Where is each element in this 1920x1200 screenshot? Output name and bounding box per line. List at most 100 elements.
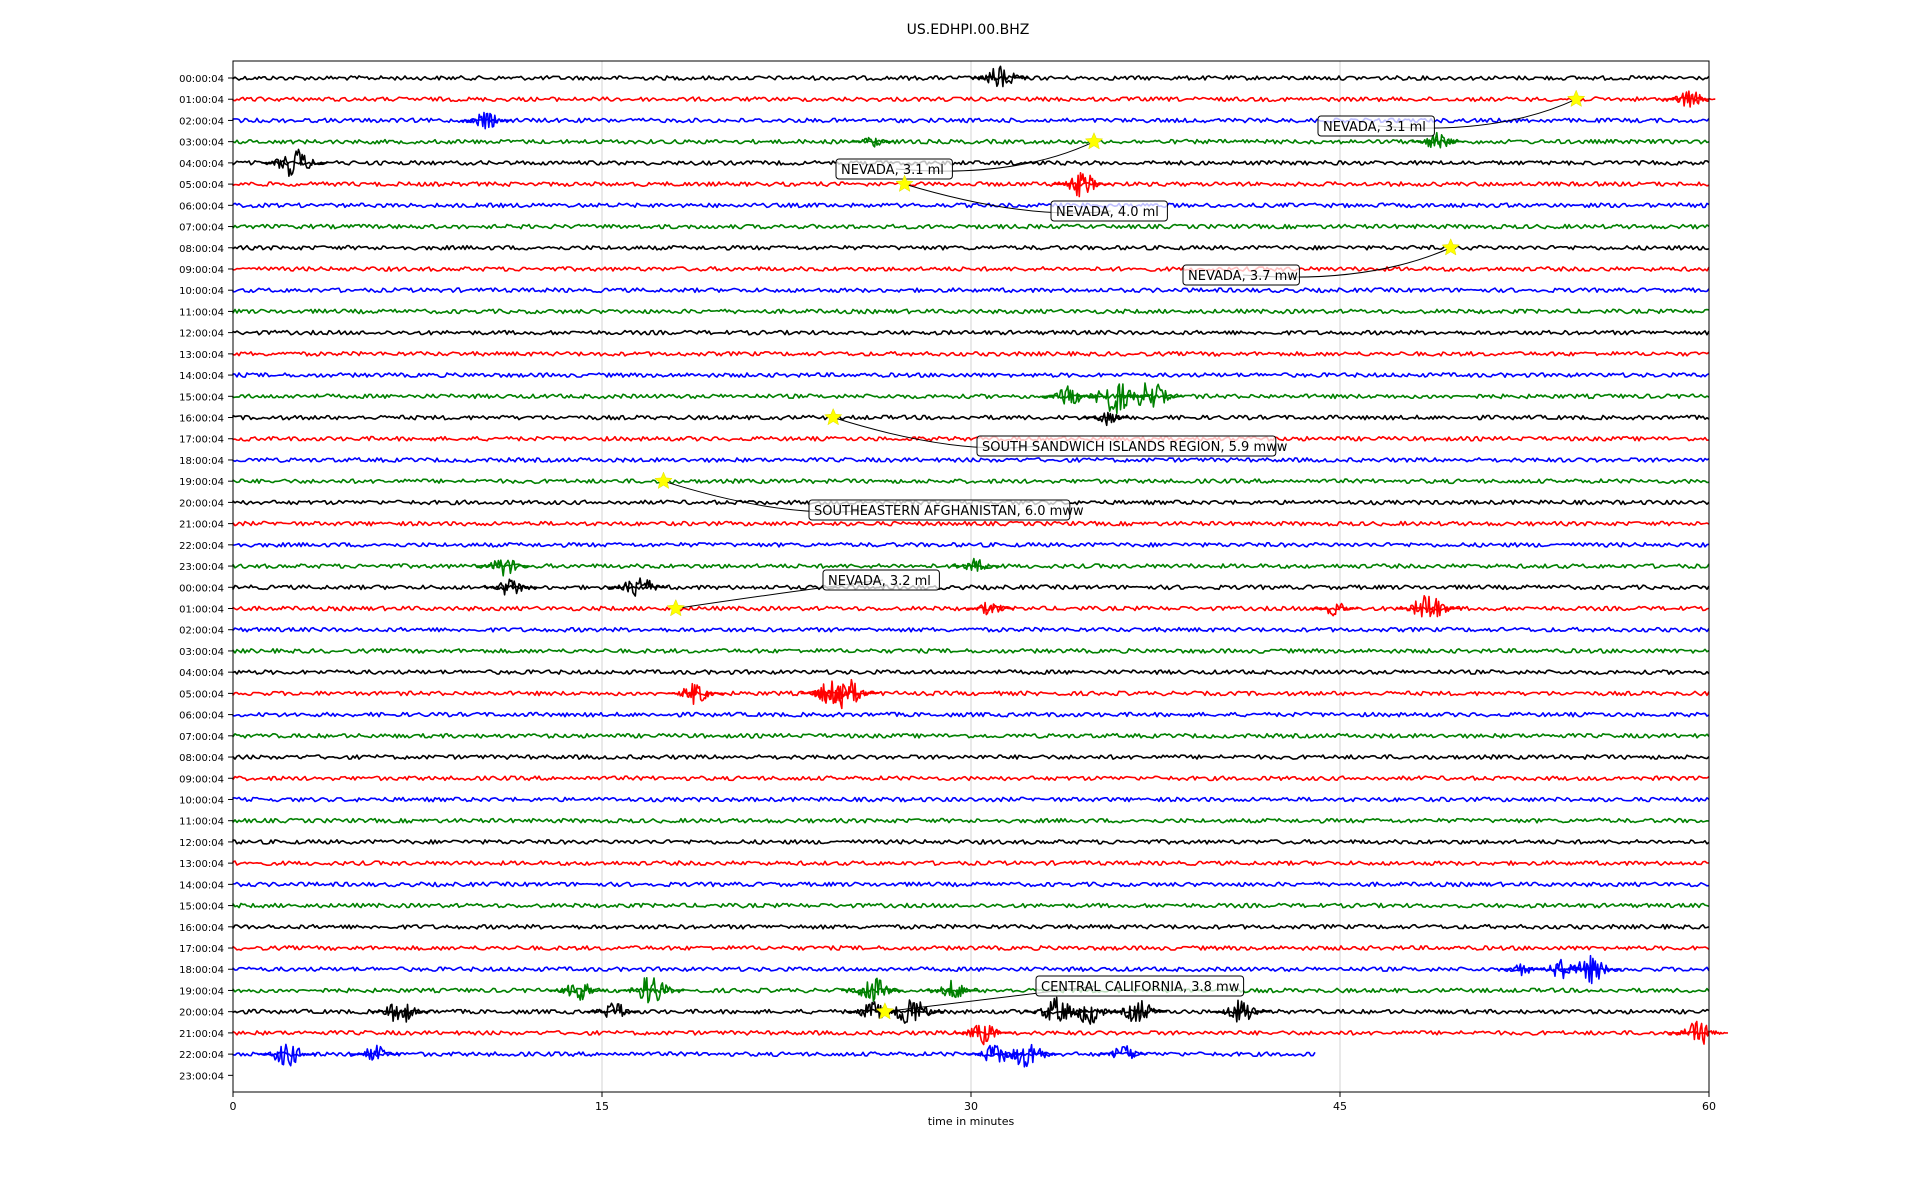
event-label-box xyxy=(1035,975,1245,997)
y-tick-label: 20:00:04 xyxy=(179,498,224,509)
trace-line xyxy=(232,131,1710,149)
event-star-marker xyxy=(654,471,673,490)
trace-line xyxy=(232,732,1710,739)
event-label: CENTRAL CALIFORNIA, 3.8 mw xyxy=(1041,980,1240,995)
event-label: NEVADA, 3.7 mw xyxy=(1188,269,1298,284)
trace-line xyxy=(232,945,1710,951)
y-tick-label: 13:00:04 xyxy=(179,350,224,361)
y-tick-label: 12:00:04 xyxy=(179,838,224,849)
y-tick-label: 22:00:04 xyxy=(179,541,224,552)
y-tick-label: 03:00:04 xyxy=(179,647,224,658)
x-gridlines xyxy=(232,61,1710,1092)
y-tick-label: 14:00:04 xyxy=(179,880,224,891)
trace-line xyxy=(232,223,1710,230)
y-tick-label: 11:00:04 xyxy=(179,817,224,828)
event-label: SOUTH SANDWICH ISLANDS REGION, 5.9 mww xyxy=(982,440,1288,455)
trace-line xyxy=(232,557,1710,577)
chart-title: US.EDHPI.00.BHZ xyxy=(907,22,1030,38)
y-tick-label: 01:00:04 xyxy=(179,95,224,106)
event-annotation: SOUTHEASTERN AFGHANISTAN, 6.0 mww xyxy=(654,471,1084,521)
x-tick-label: 15 xyxy=(595,1100,609,1113)
event-annotation: NEVADA, 3.1 ml xyxy=(835,132,1104,180)
trace-line xyxy=(232,65,1710,88)
y-tick-label: 07:00:04 xyxy=(179,732,224,743)
y-tick-label: 02:00:04 xyxy=(179,116,224,127)
trace-line xyxy=(232,90,1716,108)
y-tick-label: 15:00:04 xyxy=(179,392,224,403)
trace-line xyxy=(232,308,1710,315)
trace-line xyxy=(232,148,1710,177)
event-annotation: NEVADA, 3.2 ml xyxy=(666,569,940,617)
trace-line xyxy=(232,172,1710,198)
y-tick-label: 12:00:04 xyxy=(179,329,224,340)
trace-line xyxy=(232,648,1710,654)
y-tick-label: 21:00:04 xyxy=(179,520,224,531)
y-tick-label: 15:00:04 xyxy=(179,902,224,913)
trace-line xyxy=(232,711,1710,718)
event-annotation: CENTRAL CALIFORNIA, 3.8 mw xyxy=(875,975,1245,1020)
event-star-marker xyxy=(895,174,914,192)
trace-line xyxy=(232,411,1710,427)
y-tick-label: 23:00:04 xyxy=(179,562,224,573)
event-annotation: NEVADA, 3.7 mw xyxy=(1182,238,1460,286)
trace-line xyxy=(232,881,1710,888)
y-tick-label: 05:00:04 xyxy=(179,180,224,191)
trace-line xyxy=(232,977,1710,1004)
y-tick-label: 01:00:04 xyxy=(179,605,224,616)
trace-line xyxy=(232,595,1710,618)
event-label-box xyxy=(1317,115,1435,137)
y-tick-label: 19:00:04 xyxy=(179,986,224,997)
event-annotation: NEVADA, 4.0 ml xyxy=(895,174,1168,222)
trace-line xyxy=(232,839,1710,845)
y-tick-label: 04:00:04 xyxy=(179,668,224,679)
trace-line xyxy=(232,435,1710,442)
y-tick-label: 04:00:04 xyxy=(179,159,224,170)
trace-line xyxy=(232,111,1710,130)
x-tick-label: 30 xyxy=(964,1100,978,1113)
y-tick-label: 02:00:04 xyxy=(179,626,224,637)
trace-line xyxy=(232,478,1710,485)
trace-line xyxy=(232,244,1710,251)
event-label: SOUTHEASTERN AFGHANISTAN, 6.0 mww xyxy=(814,504,1084,519)
event-label-box xyxy=(808,499,1071,521)
y-tick-label: 14:00:04 xyxy=(179,371,224,382)
y-tick-label: 23:00:04 xyxy=(179,1071,224,1082)
x-tick-label: 0 xyxy=(230,1100,237,1113)
event-annotations: NEVADA, 3.1 ml NEVADA, 3.1 ml NEVADA, 4.0 … xyxy=(654,89,1586,1020)
y-tick-label: 06:00:04 xyxy=(179,201,224,212)
event-label: NEVADA, 4.0 ml xyxy=(1056,205,1159,220)
y-tick-label: 17:00:04 xyxy=(179,944,224,955)
trace-line xyxy=(232,669,1710,675)
event-label-box xyxy=(1050,200,1168,222)
event-star-marker xyxy=(875,1002,895,1020)
y-tick-label: 16:00:04 xyxy=(179,414,224,425)
event-annotation: SOUTH SANDWICH ISLANDS REGION, 5.9 mww xyxy=(824,407,1288,457)
y-tick-label: 06:00:04 xyxy=(179,711,224,722)
event-label-box xyxy=(835,158,953,180)
y-tick-label: 17:00:04 xyxy=(179,435,224,446)
event-annotation: NEVADA, 3.1 ml xyxy=(1317,89,1586,137)
y-tick-label: 18:00:04 xyxy=(179,965,224,976)
y-tick-label: 13:00:04 xyxy=(179,859,224,870)
trace-line xyxy=(232,1043,1316,1068)
y-tick-label: 07:00:04 xyxy=(179,223,224,234)
event-star-marker xyxy=(1441,238,1460,256)
trace-line xyxy=(232,678,1710,710)
x-axis-ticks: 0 15 30 45 60 xyxy=(230,1092,1716,1113)
y-tick-label: 05:00:04 xyxy=(179,689,224,700)
trace-line xyxy=(232,202,1710,209)
trace-line xyxy=(232,457,1710,463)
event-label: NEVADA, 3.1 ml xyxy=(1323,120,1426,135)
trace-line xyxy=(232,902,1710,909)
trace-line xyxy=(232,775,1710,782)
event-star-marker xyxy=(666,598,686,617)
y-tick-label: 09:00:04 xyxy=(179,265,224,276)
trace-line xyxy=(232,860,1710,866)
trace-line xyxy=(232,954,1710,985)
trace-line xyxy=(232,287,1710,294)
event-star-marker xyxy=(824,407,843,426)
trace-line xyxy=(232,577,1710,597)
event-star-marker xyxy=(1084,132,1104,150)
x-tick-label: 45 xyxy=(1333,1100,1347,1113)
